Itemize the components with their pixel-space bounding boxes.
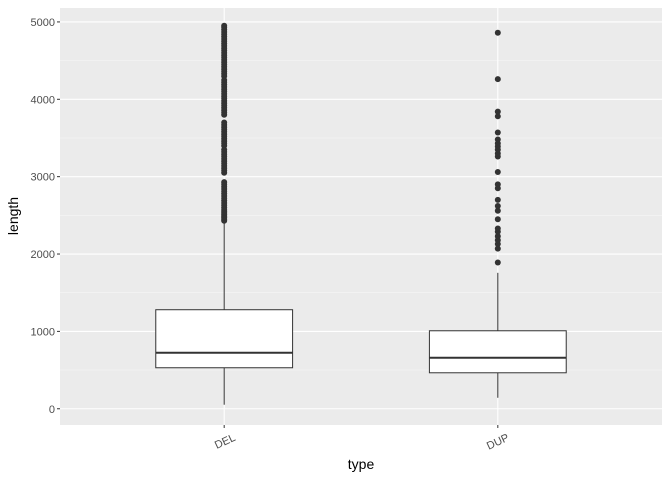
outlier (494, 108, 501, 115)
outlier (494, 181, 501, 188)
outlier (494, 169, 501, 176)
y-tick-label: 0 (49, 404, 55, 416)
box (428, 330, 567, 374)
outlier (494, 113, 501, 120)
outlier (494, 129, 501, 136)
outlier (494, 245, 501, 252)
outlier (494, 259, 501, 266)
outlier (221, 179, 228, 186)
outlier (494, 216, 501, 223)
outlier (494, 207, 501, 214)
y-tick-label: 5000 (31, 17, 55, 29)
outlier (494, 136, 501, 143)
outlier (221, 22, 228, 29)
panel-background (60, 8, 662, 425)
x-tick-label: DEL (213, 432, 237, 452)
y-tick-label: 1000 (31, 326, 55, 338)
outlier (494, 76, 501, 83)
outlier (494, 196, 501, 203)
y-axis-title: length (5, 197, 21, 235)
y-tick-label: 3000 (31, 172, 55, 184)
outlier (494, 29, 501, 36)
y-tick-label: 2000 (31, 249, 55, 261)
outlier (221, 119, 228, 126)
outlier (494, 203, 501, 210)
outlier (494, 225, 501, 232)
outlier (494, 233, 501, 240)
y-tick-label: 4000 (31, 94, 55, 106)
x-axis-title: type (348, 456, 375, 472)
x-tick-label: DUP (485, 432, 511, 453)
box (155, 309, 294, 369)
